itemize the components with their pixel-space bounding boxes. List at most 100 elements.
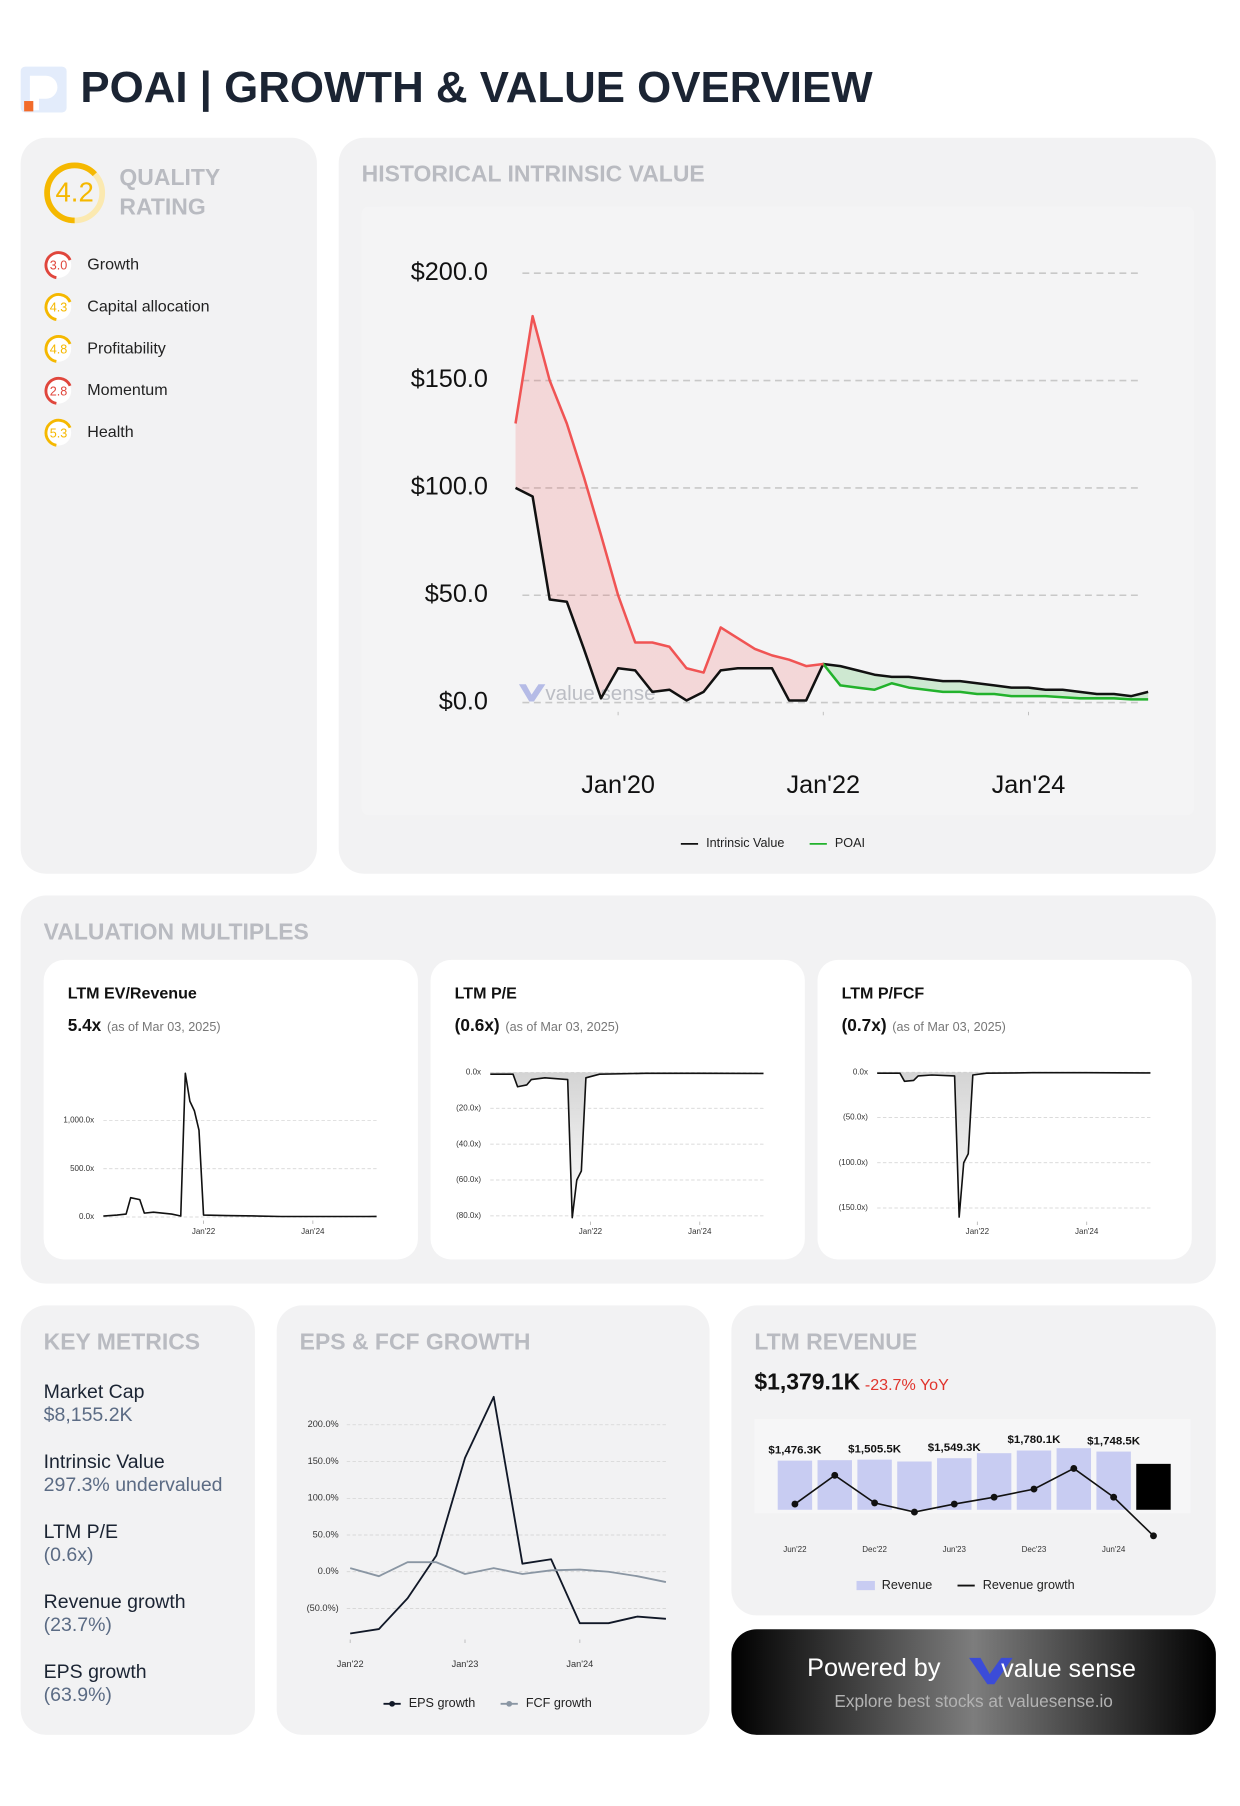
legend-label: Intrinsic Value	[706, 836, 784, 850]
y-tick-label: 1,000.0x	[63, 1116, 94, 1125]
bar-label: $1,748.5K	[1087, 1435, 1141, 1447]
growth-dot	[950, 1500, 958, 1508]
legend-dot	[506, 1700, 513, 1707]
metric-label: LTM P/E	[44, 1521, 118, 1543]
rating-name: Growth	[87, 255, 139, 273]
revenue-bar	[817, 1460, 852, 1510]
metric-label: Revenue growth	[44, 1591, 186, 1613]
revenue-bar	[1056, 1448, 1092, 1510]
revenue-bar	[1016, 1450, 1052, 1510]
y-tick-label: (100.0x)	[839, 1158, 869, 1167]
footer-banner	[731, 1629, 1216, 1735]
quality-title: QUALITY RATING	[119, 165, 220, 221]
x-tick-label: Jan'20	[581, 771, 655, 799]
legend-swatch	[856, 1580, 875, 1591]
quality-gauge	[44, 162, 106, 224]
multiple-note: (as of Mar 03, 2025)	[107, 1020, 221, 1034]
growth-dot	[1070, 1465, 1078, 1472]
multiple-value: (0.6x)	[455, 1015, 500, 1035]
y-tick-label: 500.0x	[70, 1164, 94, 1173]
growth-line	[794, 1467, 1155, 1537]
quality-score: 4.2	[55, 176, 93, 207]
footer-powered: Powered by	[807, 1654, 941, 1682]
metric-value: $8,155.2K	[44, 1404, 133, 1426]
section-title: EPS & FCF GROWTH	[300, 1328, 531, 1354]
multiple-card	[817, 959, 1192, 1260]
y-tick-label: 0.0x	[853, 1067, 868, 1076]
x-tick-label: Jan'24	[301, 1227, 325, 1236]
legend-label: POAI	[835, 836, 865, 850]
y-tick-label: $200.0	[411, 258, 488, 286]
rating-score: 2.8	[50, 384, 68, 398]
multiple-card	[43, 959, 418, 1260]
series-line	[350, 1395, 666, 1635]
multiple-value: (0.7x)	[842, 1015, 887, 1035]
y-tick-label: 50.0%	[313, 1529, 339, 1539]
rating-name: Profitability	[87, 339, 166, 357]
y-tick-label: $50.0	[425, 580, 488, 608]
bar-label: $1,476.3K	[768, 1444, 822, 1456]
y-tick-label: 0.0x	[79, 1212, 94, 1221]
metric-value: (63.9%)	[44, 1684, 112, 1706]
growth-dot	[1110, 1493, 1118, 1501]
rating-score: 3.0	[50, 259, 68, 273]
rating-ring	[44, 251, 73, 280]
rating-name: Health	[87, 423, 133, 441]
y-tick-label: $150.0	[411, 365, 488, 393]
metric-value: (0.6x)	[44, 1544, 94, 1566]
legend-label: Revenue	[882, 1578, 932, 1592]
metric-value: (23.7%)	[44, 1614, 112, 1636]
watermark-logo	[518, 684, 546, 702]
rating-ring	[44, 418, 73, 447]
x-tick-label: Jun'24	[1102, 1545, 1126, 1554]
multiple-note: (as of Mar 03, 2025)	[892, 1020, 1006, 1034]
series-line	[490, 1072, 764, 1219]
rating-ring	[44, 376, 73, 406]
bar-label: $1,505.5K	[848, 1443, 902, 1455]
x-tick-label: Jan'24	[688, 1227, 712, 1236]
x-tick-label: Dec'22	[862, 1545, 887, 1554]
revenue-bar	[976, 1453, 1012, 1510]
bar-label: $1,780.1K	[1007, 1434, 1061, 1446]
quality-title-box: QUALITY RATING	[119, 165, 220, 221]
series-line	[514, 486, 1149, 702]
y-tick-label: (50.0%)	[307, 1603, 339, 1613]
metric-label: Market Cap	[44, 1381, 145, 1403]
rating-score: 4.8	[50, 343, 68, 357]
x-tick-label: Jun'23	[943, 1545, 967, 1554]
section-title: LTM REVENUE	[754, 1328, 917, 1354]
footer-brand: value sense	[1001, 1655, 1136, 1683]
bar-label: $1,549.3K	[928, 1442, 982, 1454]
intrinsic-plot-bg	[361, 206, 1195, 816]
multiple-title: LTM P/E	[455, 985, 517, 1003]
legend-label: EPS growth	[409, 1696, 476, 1710]
y-tick-label: (20.0x)	[456, 1103, 481, 1112]
y-tick-label: 100.0%	[308, 1493, 339, 1503]
growth-dot	[871, 1499, 879, 1507]
rating-ring	[44, 293, 73, 322]
y-tick-label: 0.0%	[318, 1566, 339, 1576]
rating-score: 5.3	[50, 426, 68, 440]
revenue-bar	[1136, 1463, 1171, 1510]
series-line	[877, 1071, 1151, 1218]
multiple-note: (as of Mar 03, 2025)	[505, 1020, 619, 1034]
y-tick-label: (40.0x)	[456, 1139, 481, 1148]
x-tick-label: Jan'22	[966, 1227, 990, 1236]
growth-dot	[910, 1508, 918, 1516]
y-tick-label: 200.0%	[308, 1419, 339, 1429]
y-tick-label: $100.0	[411, 473, 488, 501]
multiple-title: LTM P/FCF	[842, 985, 925, 1003]
growth-dot	[1030, 1485, 1038, 1493]
revenue-headline: $1,379.1K	[754, 1369, 860, 1395]
x-tick-label: Jun'22	[783, 1545, 807, 1554]
y-tick-label: (150.0x)	[839, 1203, 869, 1212]
key-metrics-card	[20, 1305, 255, 1735]
series-line	[514, 314, 1149, 701]
y-tick-label: (60.0x)	[456, 1175, 481, 1184]
page-title: POAI | GROWTH & VALUE OVERVIEW	[80, 64, 873, 113]
quality-card	[20, 137, 317, 874]
metric-label: Intrinsic Value	[44, 1451, 165, 1473]
quality-list: 3.0 Growth 4.3 Capital allocation 4.8 Profita…	[44, 251, 210, 447]
x-tick-label: Dec'23	[1022, 1545, 1047, 1554]
